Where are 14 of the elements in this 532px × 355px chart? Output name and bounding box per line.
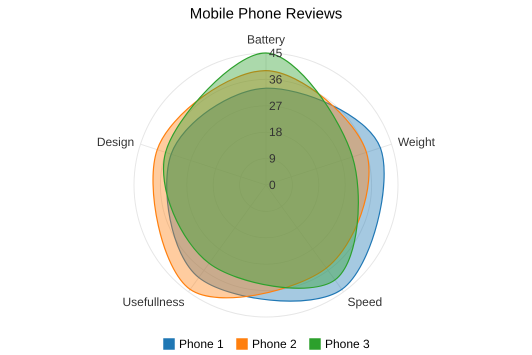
y-tick-label: 18: [269, 125, 283, 140]
spoke-label: Weight: [398, 135, 436, 150]
y-tick-label: 9: [269, 152, 276, 166]
y-tick-label: 0: [269, 178, 276, 192]
y-tick-label: 27: [269, 98, 283, 113]
legend-label: Phone 1: [179, 337, 224, 351]
y-tick-label: 36: [269, 72, 283, 86]
spoke-label: Battery: [246, 32, 286, 46]
legend-label: Phone 2: [252, 337, 298, 351]
spoke-label: Speed: [347, 295, 382, 310]
legend-label: Phone 3: [325, 337, 370, 351]
chart-title: Mobile Phone Reviews: [190, 5, 342, 22]
spoke-label: Design: [96, 135, 134, 150]
spoke-label: Usefullness: [122, 295, 185, 310]
